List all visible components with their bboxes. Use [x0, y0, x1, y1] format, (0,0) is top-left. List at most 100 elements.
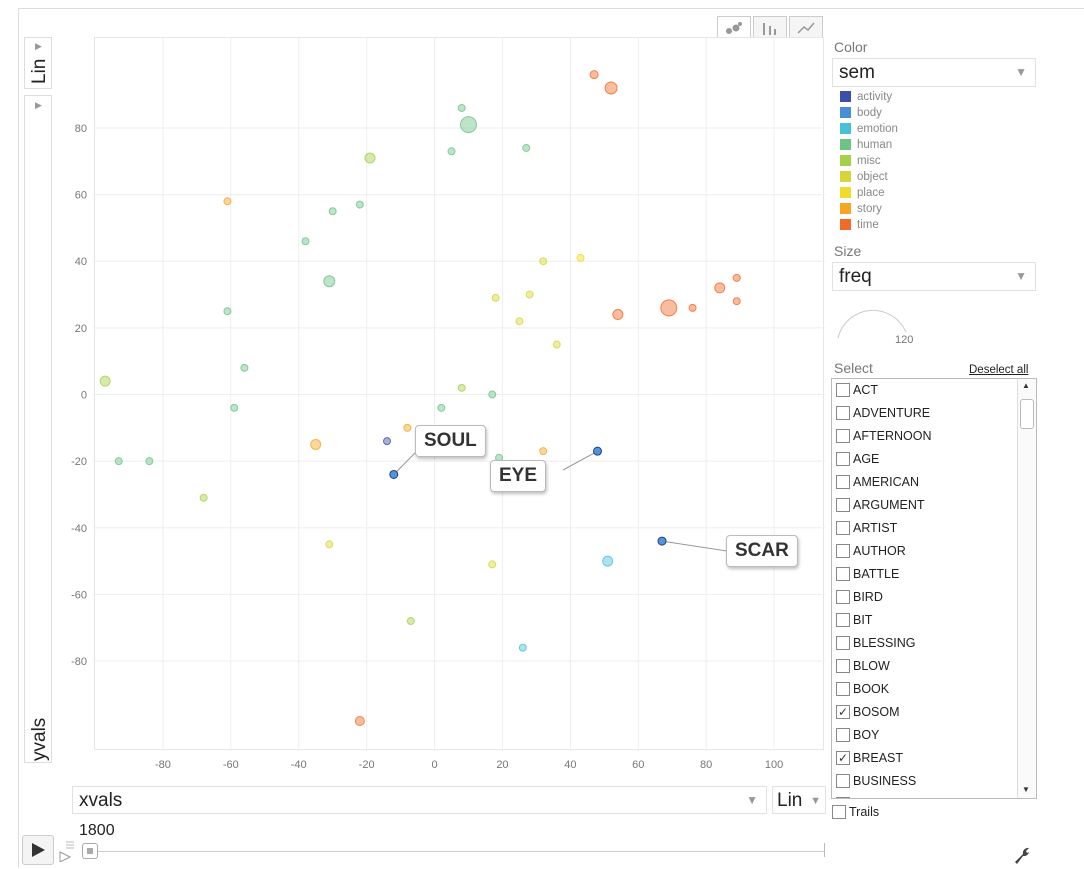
x-tick-label: -20	[359, 759, 375, 771]
size-scale-icon	[837, 309, 907, 339]
scroll-down-icon[interactable]: ▼	[1022, 785, 1030, 794]
select-item-label: BREAST	[853, 751, 904, 765]
select-item-checkbox[interactable]	[836, 406, 850, 420]
timeline-track[interactable]	[82, 851, 824, 852]
y-tick-label: 0	[81, 390, 87, 402]
select-item[interactable]: BIT	[836, 609, 872, 631]
select-item-label: BLESSING	[853, 636, 916, 650]
select-item[interactable]: BUSINESSMAN	[836, 793, 944, 798]
legend-label: story	[857, 202, 882, 215]
y-variable-label: yvals	[29, 717, 50, 761]
x-tick-label: 80	[700, 759, 712, 771]
select-item[interactable]: BIRD	[836, 586, 883, 608]
y-tick-label: -80	[71, 656, 87, 668]
data-point	[145, 457, 154, 466]
bar-chart-tab[interactable]	[753, 16, 787, 38]
select-item[interactable]: BLOW	[836, 655, 890, 677]
chevron-down-icon: ▼	[810, 795, 821, 807]
data-point	[223, 307, 232, 316]
select-item-checkbox[interactable]: ✓	[836, 751, 850, 765]
select-item-checkbox[interactable]	[836, 590, 850, 604]
callout-leader-line	[393, 450, 418, 475]
x-tick-label: 20	[496, 759, 508, 771]
select-item-checkbox[interactable]	[836, 475, 850, 489]
data-point	[714, 282, 726, 294]
y-scale-selector[interactable]: Lin ▶	[24, 37, 52, 89]
select-item-checkbox[interactable]	[836, 567, 850, 581]
select-item-checkbox[interactable]	[836, 452, 850, 466]
data-point	[447, 147, 456, 156]
play-button[interactable]	[22, 835, 54, 865]
select-item-label: AUTHOR	[853, 544, 906, 558]
select-item-checkbox[interactable]	[836, 636, 850, 650]
legend-label: place	[857, 186, 885, 199]
wrench-icon	[1015, 847, 1029, 864]
trails-checkbox[interactable]: Trails	[832, 805, 879, 819]
select-item-checkbox[interactable]	[836, 383, 850, 397]
chevron-down-icon: ▼	[1015, 65, 1027, 79]
select-item-label: BUSINESS	[853, 774, 917, 788]
x-scale-selector[interactable]: Lin ▼	[772, 786, 826, 814]
legend-label: time	[857, 218, 879, 231]
select-item[interactable]: ARGUMENT	[836, 494, 925, 516]
line-chart-tab[interactable]	[789, 16, 823, 38]
x-variable-label: xvals	[79, 790, 123, 811]
select-item[interactable]: BOY	[836, 724, 879, 746]
data-point	[99, 375, 111, 387]
data-point	[223, 197, 232, 206]
select-item[interactable]: AGE	[836, 448, 879, 470]
select-item-checkbox[interactable]	[836, 728, 850, 742]
select-item[interactable]: BOOK	[836, 678, 889, 700]
select-item-checkbox[interactable]	[836, 774, 850, 788]
plot-area[interactable]: -80 -60 -40 -20 0 20 40 60 80 100 80 60 40 20 0 -20 -40 -…	[71, 37, 825, 771]
select-item-checkbox[interactable]	[836, 613, 850, 627]
select-item[interactable]: ADVENTURE	[836, 402, 930, 424]
select-item[interactable]: ACT	[836, 379, 878, 401]
select-item-checkbox[interactable]: ✓	[836, 705, 850, 719]
select-item-checkbox[interactable]	[836, 498, 850, 512]
scroll-up-icon[interactable]: ▲	[1022, 381, 1030, 390]
size-selector[interactable]: freq ▼	[832, 262, 1036, 291]
timeline-handle[interactable]	[82, 843, 98, 859]
select-item[interactable]: AFTERNOON	[836, 425, 931, 447]
data-point	[488, 560, 497, 569]
bubble-chart-tab[interactable]	[717, 16, 751, 38]
data-point	[602, 555, 614, 567]
scroll-thumb[interactable]	[1020, 399, 1034, 429]
select-item-checkbox[interactable]	[836, 682, 850, 696]
color-selector[interactable]: sem ▼	[832, 58, 1036, 87]
settings-button[interactable]	[1012, 846, 1032, 869]
select-item-checkbox[interactable]	[836, 797, 850, 798]
trails-checkbox-box[interactable]	[832, 805, 846, 819]
deselect-all-link[interactable]: Deselect all	[969, 364, 1029, 376]
y-tick-label: -20	[71, 456, 87, 468]
legend-item: story	[840, 201, 882, 216]
y-tick-label: -60	[71, 589, 87, 601]
select-item[interactable]: AUTHOR	[836, 540, 906, 562]
select-item[interactable]: AMERICAN	[836, 471, 919, 493]
select-item-label: AGE	[853, 452, 880, 466]
select-item-checkbox[interactable]	[836, 429, 850, 443]
size-max-label: 120	[895, 334, 914, 346]
data-point	[230, 403, 239, 412]
select-item[interactable]: BLESSING	[836, 632, 916, 654]
select-scrollbar[interactable]: ▲ ▼	[1017, 379, 1036, 798]
select-item-checkbox[interactable]	[836, 521, 850, 535]
select-item[interactable]: ✓ BOSOM	[836, 701, 900, 723]
y-variable-selector[interactable]: ▶ yvals	[24, 95, 52, 763]
x-variable-selector[interactable]: xvals ▼	[72, 786, 767, 814]
legend-item: time	[840, 217, 879, 232]
time-value: 1800	[79, 822, 115, 839]
select-item-label: BOY	[853, 728, 880, 742]
select-item[interactable]: BUSINESS	[836, 770, 916, 792]
select-item-checkbox[interactable]	[836, 544, 850, 558]
select-list[interactable]: ACT ADVENTURE AFTERNOON AGE AMERICAN ARGUMENT…	[831, 378, 1037, 799]
data-point	[240, 363, 249, 372]
select-item[interactable]: ARTIST	[836, 517, 897, 539]
select-item[interactable]: BATTLE	[836, 563, 899, 585]
speed-control[interactable]	[58, 840, 78, 867]
select-item-checkbox[interactable]	[836, 659, 850, 673]
play-icon	[32, 843, 45, 857]
select-item[interactable]: ✓ BREAST	[836, 747, 903, 769]
callout-eye: EYE	[490, 460, 547, 492]
